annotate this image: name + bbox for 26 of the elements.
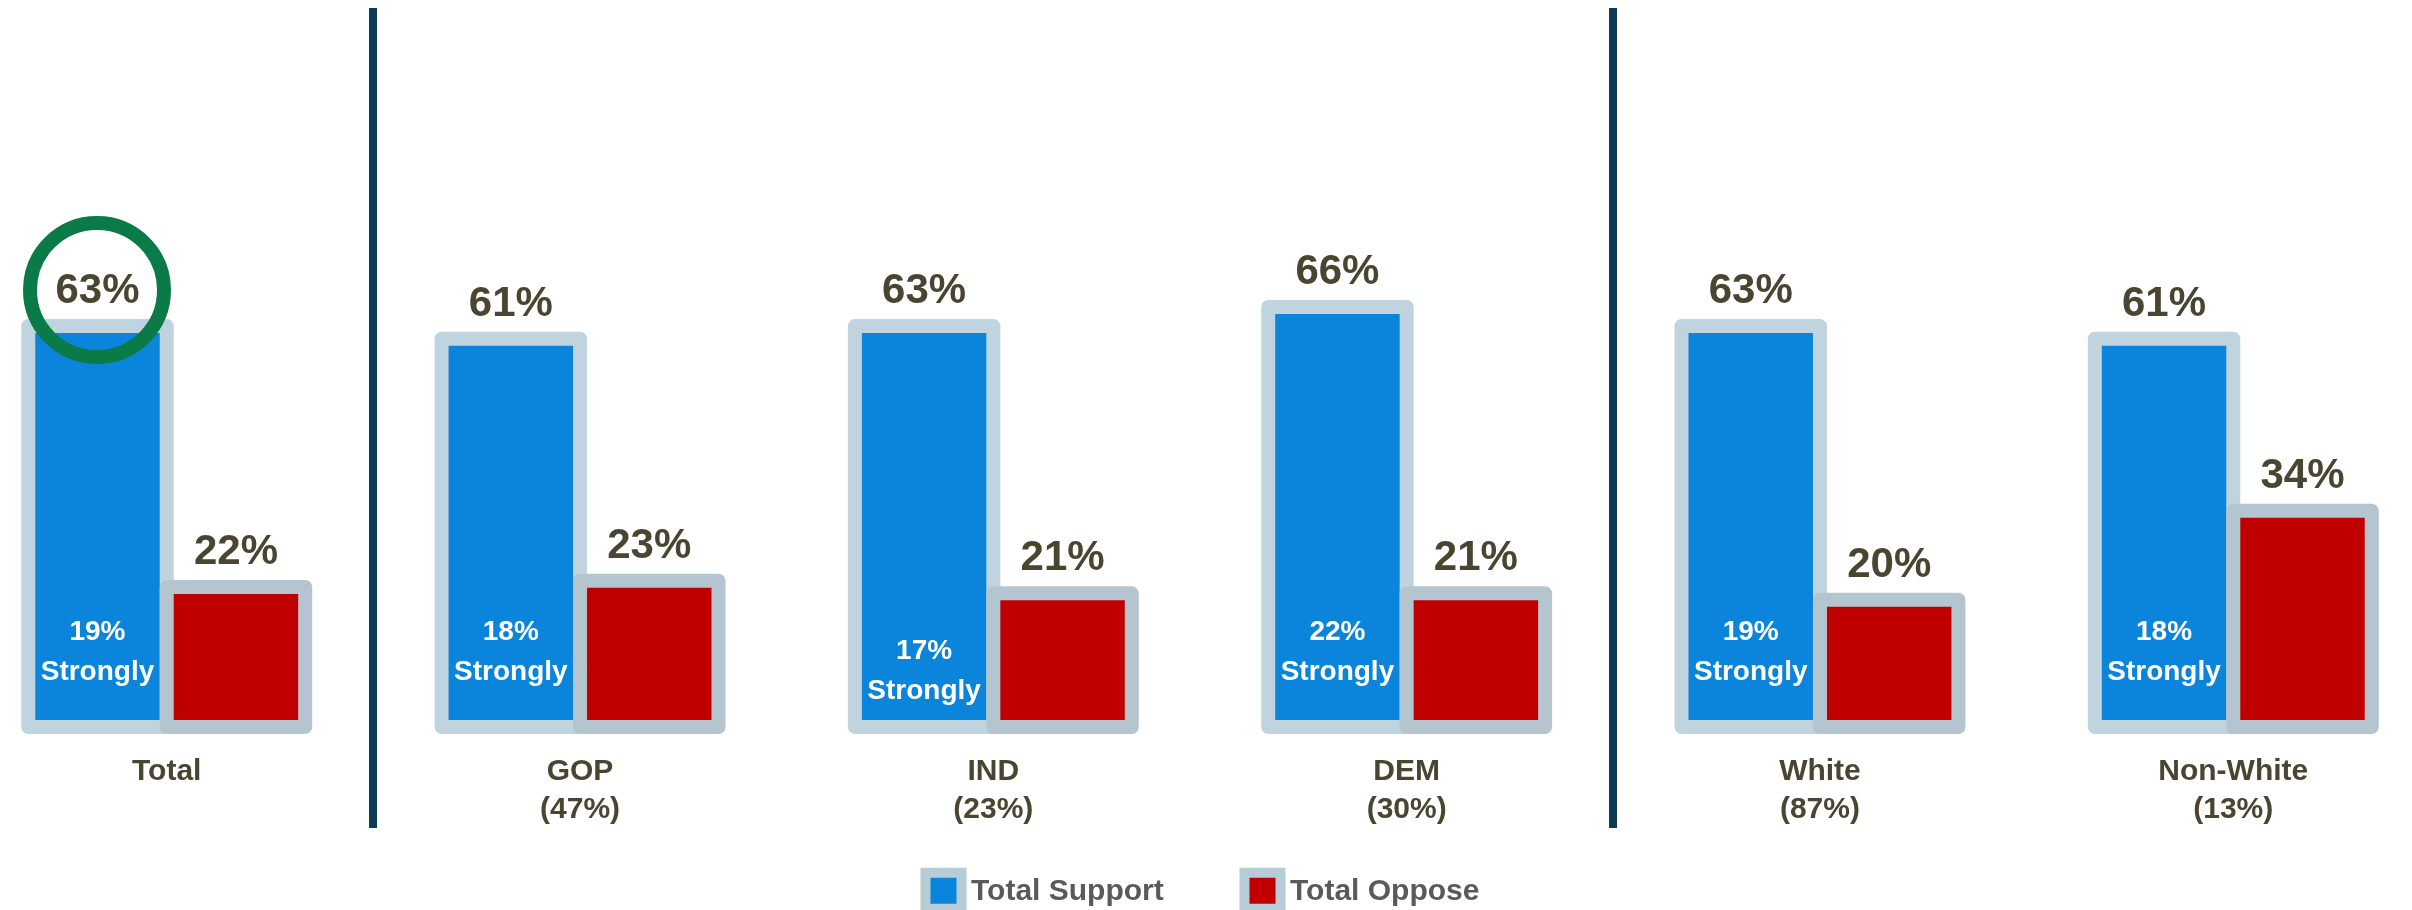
- annotation: 19% Strongly: [1693, 614, 1808, 686]
- annotation: 22% Strongly: [1280, 614, 1395, 686]
- annotation: 19% Strongly: [40, 614, 155, 686]
- annotation: 18% Strongly: [2107, 614, 2222, 686]
- annotation: 18% Strongly: [454, 614, 569, 686]
- data-label: 66%: [1295, 246, 1380, 293]
- x-tick-label: DEM (30%): [1366, 752, 1447, 824]
- data-label: 61%: [468, 277, 553, 325]
- x-tick-label: Total: [132, 752, 202, 786]
- data-label: 63%: [1708, 265, 1793, 313]
- data-label: 22%: [193, 526, 278, 573]
- data-label: 34%: [2260, 449, 2345, 497]
- data-label: 61%: [2122, 277, 2207, 325]
- x-tick-label: GOP (47%): [540, 752, 621, 824]
- data-label: 21%: [1433, 532, 1518, 580]
- data-label: 63%: [882, 265, 967, 313]
- legend-label: Total Support: [971, 872, 1164, 906]
- data-label: 20%: [1847, 538, 1932, 586]
- legend-label: Total Oppose: [1290, 872, 1480, 906]
- x-tick-label: White (87%): [1779, 752, 1861, 824]
- x-tick-label: Non-White (13%): [2158, 752, 2309, 824]
- data-label: 23%: [607, 519, 692, 567]
- data-label: 21%: [1020, 532, 1105, 580]
- x-tick-label: IND (23%): [953, 752, 1034, 824]
- data-label: 63%: [55, 265, 140, 313]
- annotation: 17% Strongly: [867, 633, 982, 705]
